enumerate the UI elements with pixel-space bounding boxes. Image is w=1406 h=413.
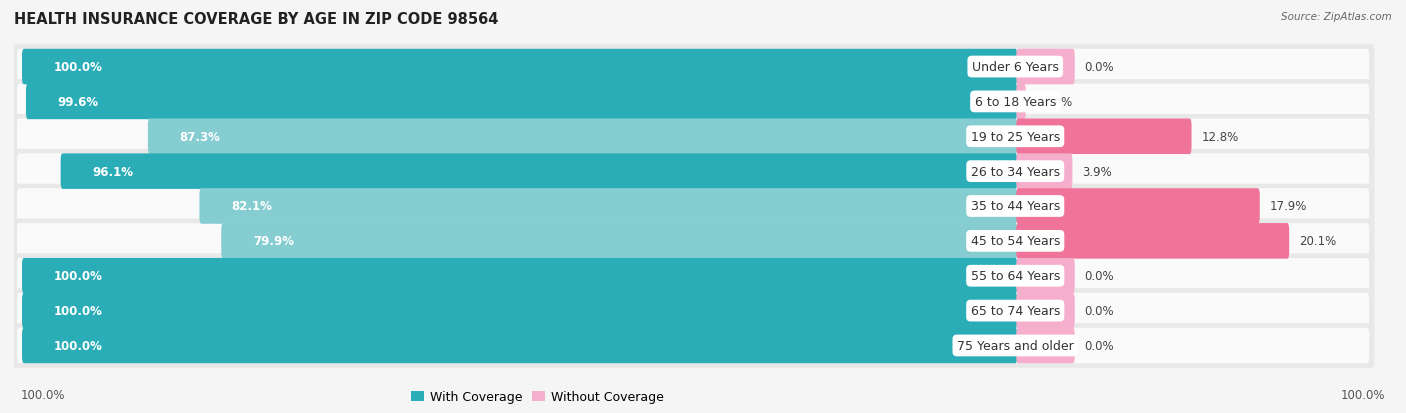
Text: 82.1%: 82.1%: [231, 200, 271, 213]
Text: 55 to 64 Years: 55 to 64 Years: [970, 270, 1060, 282]
FancyBboxPatch shape: [11, 80, 1375, 124]
Text: 100.0%: 100.0%: [1340, 388, 1385, 401]
FancyBboxPatch shape: [1017, 293, 1074, 329]
FancyBboxPatch shape: [1017, 50, 1074, 85]
FancyBboxPatch shape: [11, 45, 1375, 90]
FancyBboxPatch shape: [17, 223, 1369, 259]
FancyBboxPatch shape: [1017, 258, 1074, 294]
FancyBboxPatch shape: [22, 258, 1017, 294]
FancyBboxPatch shape: [17, 293, 1369, 329]
Text: 3.9%: 3.9%: [1083, 165, 1112, 178]
FancyBboxPatch shape: [17, 189, 1369, 224]
FancyBboxPatch shape: [17, 50, 1369, 85]
Text: 75 Years and older: 75 Years and older: [957, 339, 1074, 352]
FancyBboxPatch shape: [1017, 189, 1260, 224]
Text: 17.9%: 17.9%: [1270, 200, 1308, 213]
Text: 19 to 25 Years: 19 to 25 Years: [970, 131, 1060, 143]
FancyBboxPatch shape: [11, 289, 1375, 333]
FancyBboxPatch shape: [1017, 154, 1073, 190]
Text: Under 6 Years: Under 6 Years: [972, 61, 1059, 74]
Text: 100.0%: 100.0%: [53, 339, 103, 352]
FancyBboxPatch shape: [1017, 119, 1191, 155]
FancyBboxPatch shape: [11, 323, 1375, 368]
FancyBboxPatch shape: [17, 258, 1369, 294]
FancyBboxPatch shape: [17, 84, 1369, 120]
FancyBboxPatch shape: [11, 150, 1375, 194]
Text: 99.6%: 99.6%: [58, 96, 98, 109]
FancyBboxPatch shape: [17, 328, 1369, 363]
Text: 35 to 44 Years: 35 to 44 Years: [970, 200, 1060, 213]
Text: 6 to 18 Years: 6 to 18 Years: [974, 96, 1056, 109]
FancyBboxPatch shape: [11, 184, 1375, 229]
Text: HEALTH INSURANCE COVERAGE BY AGE IN ZIP CODE 98564: HEALTH INSURANCE COVERAGE BY AGE IN ZIP …: [14, 12, 499, 27]
Text: 100.0%: 100.0%: [21, 388, 66, 401]
Text: 45 to 54 Years: 45 to 54 Years: [970, 235, 1060, 248]
FancyBboxPatch shape: [60, 154, 1017, 190]
Text: 100.0%: 100.0%: [53, 61, 103, 74]
FancyBboxPatch shape: [148, 119, 1017, 155]
FancyBboxPatch shape: [11, 115, 1375, 159]
FancyBboxPatch shape: [17, 154, 1369, 190]
Text: 79.9%: 79.9%: [253, 235, 294, 248]
Text: 65 to 74 Years: 65 to 74 Years: [970, 304, 1060, 317]
FancyBboxPatch shape: [22, 293, 1017, 329]
FancyBboxPatch shape: [11, 219, 1375, 263]
Text: 0.0%: 0.0%: [1084, 270, 1115, 282]
Text: 100.0%: 100.0%: [53, 304, 103, 317]
FancyBboxPatch shape: [22, 328, 1017, 363]
Legend: With Coverage, Without Coverage: With Coverage, Without Coverage: [406, 385, 669, 408]
FancyBboxPatch shape: [221, 223, 1017, 259]
FancyBboxPatch shape: [1017, 328, 1074, 363]
FancyBboxPatch shape: [17, 119, 1369, 155]
Text: 0.42%: 0.42%: [1036, 96, 1073, 109]
Text: 87.3%: 87.3%: [180, 131, 221, 143]
Text: 0.0%: 0.0%: [1084, 304, 1115, 317]
Text: 96.1%: 96.1%: [93, 165, 134, 178]
Text: 0.0%: 0.0%: [1084, 339, 1115, 352]
Text: 26 to 34 Years: 26 to 34 Years: [970, 165, 1060, 178]
FancyBboxPatch shape: [25, 84, 1017, 120]
Text: 20.1%: 20.1%: [1299, 235, 1336, 248]
Text: 0.0%: 0.0%: [1084, 61, 1115, 74]
FancyBboxPatch shape: [1017, 223, 1289, 259]
FancyBboxPatch shape: [1017, 84, 1026, 120]
FancyBboxPatch shape: [22, 50, 1017, 85]
Text: 12.8%: 12.8%: [1201, 131, 1239, 143]
Text: Source: ZipAtlas.com: Source: ZipAtlas.com: [1281, 12, 1392, 22]
FancyBboxPatch shape: [11, 254, 1375, 298]
Text: 100.0%: 100.0%: [53, 270, 103, 282]
FancyBboxPatch shape: [200, 189, 1017, 224]
